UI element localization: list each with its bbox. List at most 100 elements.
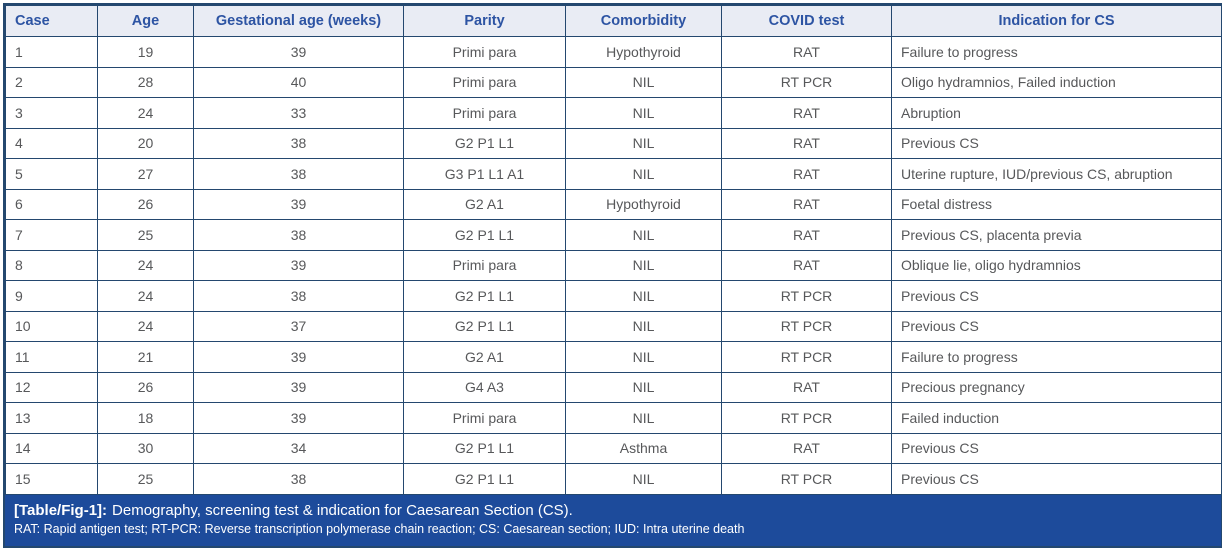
cell-comorbidity: NIL bbox=[565, 249, 722, 281]
table-row: 13 18 39 Primi para NIL RT PCR Failed inductio… bbox=[5, 402, 1222, 434]
cell-age: 26 bbox=[97, 188, 194, 220]
cell-gestational_age: 39 bbox=[193, 371, 404, 403]
cell-comorbidity: NIL bbox=[565, 371, 722, 403]
cell-covid_test: RAT bbox=[721, 432, 892, 464]
cell-age: 19 bbox=[97, 36, 194, 68]
cell-parity: G2 P1 L1 bbox=[403, 310, 566, 342]
table-figure: Case Age Gestational age (weeks) Parity Como… bbox=[3, 3, 1222, 548]
cell-indication: Abruption bbox=[891, 97, 1222, 129]
cell-covid_test: RT PCR bbox=[721, 310, 892, 342]
cell-covid_test: RAT bbox=[721, 127, 892, 159]
cell-gestational_age: 39 bbox=[193, 402, 404, 434]
cell-gestational_age: 39 bbox=[193, 249, 404, 281]
cell-comorbidity: NIL bbox=[565, 127, 722, 159]
table-caption-label: [Table/Fig-1]: bbox=[14, 501, 108, 519]
cell-parity: G2 P1 L1 bbox=[403, 127, 566, 159]
cell-case: 8 bbox=[5, 249, 98, 281]
cell-indication: Previous CS bbox=[891, 280, 1222, 312]
cell-covid_test: RAT bbox=[721, 219, 892, 251]
cell-age: 24 bbox=[97, 97, 194, 129]
cell-gestational_age: 38 bbox=[193, 127, 404, 159]
cell-parity: G2 P1 L1 bbox=[403, 463, 566, 495]
cell-age: 18 bbox=[97, 402, 194, 434]
cell-age: 25 bbox=[97, 463, 194, 495]
cell-indication: Foetal distress bbox=[891, 188, 1222, 220]
cell-comorbidity: Asthma bbox=[565, 432, 722, 464]
cell-case: 2 bbox=[5, 66, 98, 98]
cell-covid_test: RAT bbox=[721, 249, 892, 281]
column-header-comorbidity: Comorbidity bbox=[565, 5, 722, 37]
table-row: 3 24 33 Primi para NIL RAT Abruption bbox=[5, 97, 1222, 129]
cell-case: 13 bbox=[5, 402, 98, 434]
cell-parity: G2 P1 L1 bbox=[403, 280, 566, 312]
header-row: Case Age Gestational age (weeks) Parity Como… bbox=[5, 5, 1222, 37]
cell-indication: Previous CS, placenta previa bbox=[891, 219, 1222, 251]
cell-case: 3 bbox=[5, 97, 98, 129]
cell-case: 11 bbox=[5, 341, 98, 373]
demography-table: Case Age Gestational age (weeks) Parity Como… bbox=[5, 5, 1222, 495]
table-row: 8 24 39 Primi para NIL RAT Oblique lie, oligo … bbox=[5, 249, 1222, 281]
cell-case: 9 bbox=[5, 280, 98, 312]
column-header-indication: Indication for CS bbox=[891, 5, 1222, 37]
cell-case: 15 bbox=[5, 463, 98, 495]
cell-indication: Oblique lie, oligo hydramnios bbox=[891, 249, 1222, 281]
cell-indication: Oligo hydramnios, Failed induction bbox=[891, 66, 1222, 98]
cell-case: 14 bbox=[5, 432, 98, 464]
cell-age: 24 bbox=[97, 280, 194, 312]
cell-covid_test: RAT bbox=[721, 97, 892, 129]
cell-gestational_age: 40 bbox=[193, 66, 404, 98]
cell-covid_test: RAT bbox=[721, 371, 892, 403]
cell-indication: Previous CS bbox=[891, 127, 1222, 159]
table-row: 14 30 34 G2 P1 L1 Asthma RAT Previous CS bbox=[5, 432, 1222, 464]
cell-parity: Primi para bbox=[403, 249, 566, 281]
cell-covid_test: RT PCR bbox=[721, 66, 892, 98]
cell-age: 24 bbox=[97, 310, 194, 342]
cell-age: 21 bbox=[97, 341, 194, 373]
cell-indication: Uterine rupture, IUD/previous CS, abrupt… bbox=[891, 158, 1222, 190]
cell-comorbidity: NIL bbox=[565, 310, 722, 342]
cell-parity: Primi para bbox=[403, 66, 566, 98]
cell-gestational_age: 39 bbox=[193, 341, 404, 373]
cell-age: 25 bbox=[97, 219, 194, 251]
table-caption-text: Demography, screening test & indication … bbox=[112, 501, 573, 519]
cell-gestational_age: 38 bbox=[193, 280, 404, 312]
cell-indication: Failure to progress bbox=[891, 36, 1222, 68]
table-row: 1 19 39 Primi para Hypothyroid RAT Failure to … bbox=[5, 36, 1222, 68]
cell-gestational_age: 38 bbox=[193, 219, 404, 251]
cell-age: 24 bbox=[97, 249, 194, 281]
cell-covid_test: RAT bbox=[721, 188, 892, 220]
table-row: 7 25 38 G2 P1 L1 NIL RAT Previous CS, placenta… bbox=[5, 219, 1222, 251]
cell-comorbidity: NIL bbox=[565, 341, 722, 373]
cell-covid_test: RAT bbox=[721, 158, 892, 190]
cell-covid_test: RT PCR bbox=[721, 463, 892, 495]
cell-indication: Previous CS bbox=[891, 432, 1222, 464]
cell-parity: G2 A1 bbox=[403, 188, 566, 220]
cell-comorbidity: NIL bbox=[565, 219, 722, 251]
cell-case: 10 bbox=[5, 310, 98, 342]
cell-age: 26 bbox=[97, 371, 194, 403]
cell-case: 7 bbox=[5, 219, 98, 251]
table-caption-bar: [Table/Fig-1]: Demography, screening test… bbox=[5, 494, 1221, 546]
cell-parity: Primi para bbox=[403, 402, 566, 434]
cell-parity: G2 A1 bbox=[403, 341, 566, 373]
cell-gestational_age: 39 bbox=[193, 36, 404, 68]
table-caption: [Table/Fig-1]: Demography, screening test… bbox=[14, 501, 1212, 521]
cell-parity: G2 P1 L1 bbox=[403, 432, 566, 464]
cell-gestational_age: 37 bbox=[193, 310, 404, 342]
table-row: 15 25 38 G2 P1 L1 NIL RT PCR Previous CS bbox=[5, 463, 1222, 495]
cell-indication: Previous CS bbox=[891, 310, 1222, 342]
cell-age: 27 bbox=[97, 158, 194, 190]
table-row: 2 28 40 Primi para NIL RT PCR Oligo hydramnios… bbox=[5, 66, 1222, 98]
cell-gestational_age: 38 bbox=[193, 158, 404, 190]
cell-case: 1 bbox=[5, 36, 98, 68]
cell-covid_test: RT PCR bbox=[721, 280, 892, 312]
table-row: 11 21 39 G2 A1 NIL RT PCR Failure to progress bbox=[5, 341, 1222, 373]
cell-parity: G4 A3 bbox=[403, 371, 566, 403]
table-row: 12 26 39 G4 A3 NIL RAT Precious pregnancy bbox=[5, 371, 1222, 403]
cell-indication: Failure to progress bbox=[891, 341, 1222, 373]
cell-comorbidity: Hypothyroid bbox=[565, 36, 722, 68]
table-row: 10 24 37 G2 P1 L1 NIL RT PCR Previous CS bbox=[5, 310, 1222, 342]
cell-comorbidity: Hypothyroid bbox=[565, 188, 722, 220]
cell-gestational_age: 38 bbox=[193, 463, 404, 495]
cell-comorbidity: NIL bbox=[565, 158, 722, 190]
